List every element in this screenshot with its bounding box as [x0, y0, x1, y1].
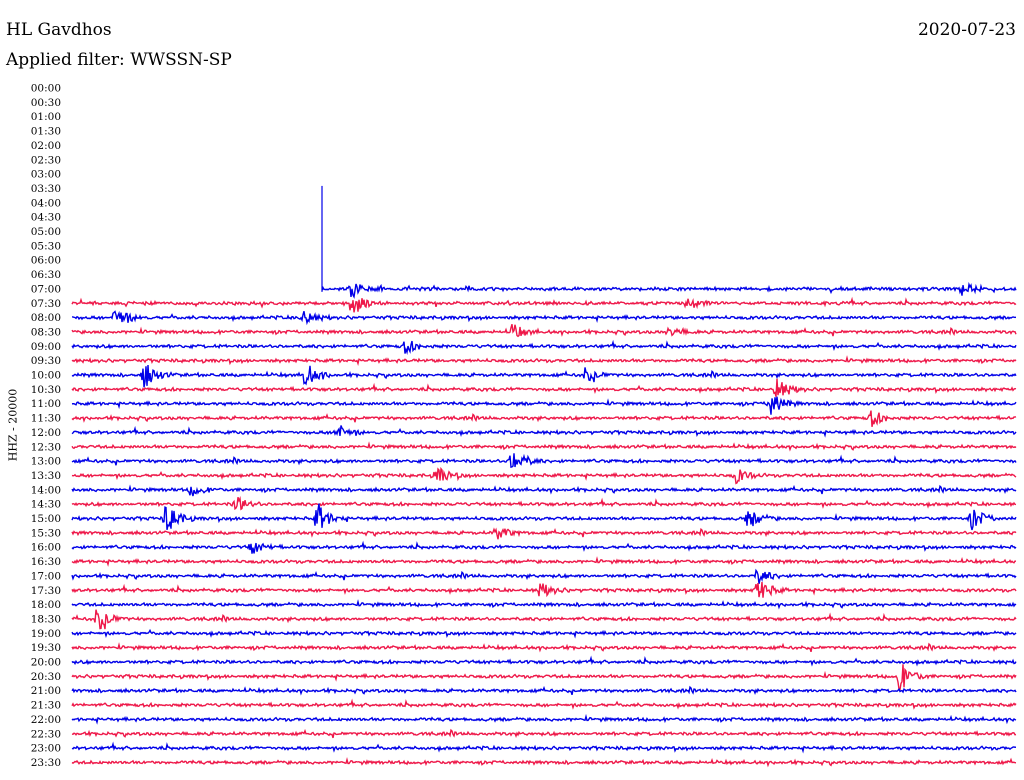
row-time-label: 06:30 — [31, 269, 61, 281]
row-time-label: 21:00 — [31, 685, 61, 697]
trace-line — [71, 741, 1017, 754]
trace-line — [71, 495, 1017, 511]
row-time-label: 10:30 — [31, 384, 61, 396]
filter-label: Applied filter: WWSSN-SP — [6, 50, 232, 70]
trace-line — [71, 599, 1017, 610]
trace-line — [71, 642, 1017, 653]
trace-line — [321, 281, 1017, 299]
row-time-label: 06:00 — [31, 255, 61, 267]
trace-line — [71, 355, 1017, 367]
trace-line — [71, 728, 1017, 739]
trace-line — [71, 527, 1017, 540]
row-time-label: 01:00 — [31, 111, 61, 123]
row-time-label: 02:00 — [31, 140, 61, 152]
trace-line — [71, 339, 1017, 355]
row-time-label: 11:00 — [31, 398, 61, 410]
trace-line — [71, 556, 1017, 567]
trace-line — [71, 378, 1017, 397]
row-time-label: 13:30 — [31, 470, 61, 482]
row-time-label: 04:00 — [31, 197, 61, 209]
row-time-label: 12:30 — [31, 441, 61, 453]
trace-line — [71, 310, 1017, 326]
row-time-label: 16:30 — [31, 556, 61, 568]
trace-line — [71, 713, 1017, 725]
trace-line — [71, 503, 1017, 531]
row-time-label: 20:30 — [31, 671, 61, 683]
trace-line — [71, 484, 1017, 497]
row-time-label: 07:30 — [31, 298, 61, 310]
row-time-label: 18:30 — [31, 613, 61, 625]
row-time-label: 12:00 — [31, 427, 61, 439]
row-time-label: 09:00 — [31, 341, 61, 353]
row-time-label: 20:00 — [31, 657, 61, 669]
row-time-label: 02:30 — [31, 154, 61, 166]
row-time-label: 17:30 — [31, 585, 61, 597]
date-label: 2020-07-23 — [917, 20, 1016, 40]
row-time-label: 18:00 — [31, 599, 61, 611]
row-time-label: 15:00 — [31, 513, 61, 525]
row-time-label: 00:00 — [31, 83, 61, 95]
row-time-label: 19:00 — [31, 628, 61, 640]
row-time-label: 07:00 — [31, 283, 61, 295]
row-time-label: 08:00 — [31, 312, 61, 324]
row-time-label: 21:30 — [31, 700, 61, 712]
trace-line — [71, 581, 1017, 598]
row-time-label: 05:30 — [31, 240, 61, 252]
trace-line — [71, 698, 1017, 710]
row-time-label: 03:00 — [31, 169, 61, 181]
station-title: HL Gavdhos — [6, 20, 112, 40]
row-time-label: 14:30 — [31, 499, 61, 511]
row-time-label: 19:30 — [31, 642, 61, 654]
row-time-label: 03:30 — [31, 183, 61, 195]
trace-line — [71, 628, 1017, 639]
row-time-label: 09:30 — [31, 355, 61, 367]
row-time-label: 23:30 — [31, 757, 61, 769]
trace-line — [71, 323, 1017, 338]
row-time-label: 04:30 — [31, 212, 61, 224]
trace-line — [71, 441, 1017, 452]
row-time-label: 17:00 — [31, 570, 61, 582]
trace-line — [71, 425, 1017, 438]
row-time-label: 22:00 — [31, 714, 61, 726]
row-time-label: 15:30 — [31, 527, 61, 539]
trace-line — [71, 609, 1017, 630]
trace-line — [71, 396, 1017, 415]
trace-line — [71, 410, 1017, 428]
row-time-label: 14:00 — [31, 484, 61, 496]
trace-line — [71, 453, 1017, 469]
row-time-label: 23:00 — [31, 743, 61, 755]
row-time-label: 08:30 — [31, 326, 61, 338]
row-time-label: 05:00 — [31, 226, 61, 238]
trace-line — [71, 568, 1017, 584]
row-time-label: 16:00 — [31, 542, 61, 554]
trace-line — [71, 466, 1017, 485]
row-time-label: 10:00 — [31, 370, 61, 382]
trace-line — [71, 685, 1017, 696]
row-time-label: 01:30 — [31, 126, 61, 138]
trace-line — [71, 664, 1017, 691]
trace-line — [71, 756, 1017, 768]
trace-line — [71, 655, 1017, 667]
trace-line — [71, 540, 1017, 554]
trace-line — [71, 296, 1017, 313]
row-time-label: 11:30 — [31, 413, 61, 425]
row-time-label: 13:00 — [31, 456, 61, 468]
trace-line — [71, 364, 1017, 388]
row-time-label: 00:30 — [31, 97, 61, 109]
row-time-label: 22:30 — [31, 728, 61, 740]
